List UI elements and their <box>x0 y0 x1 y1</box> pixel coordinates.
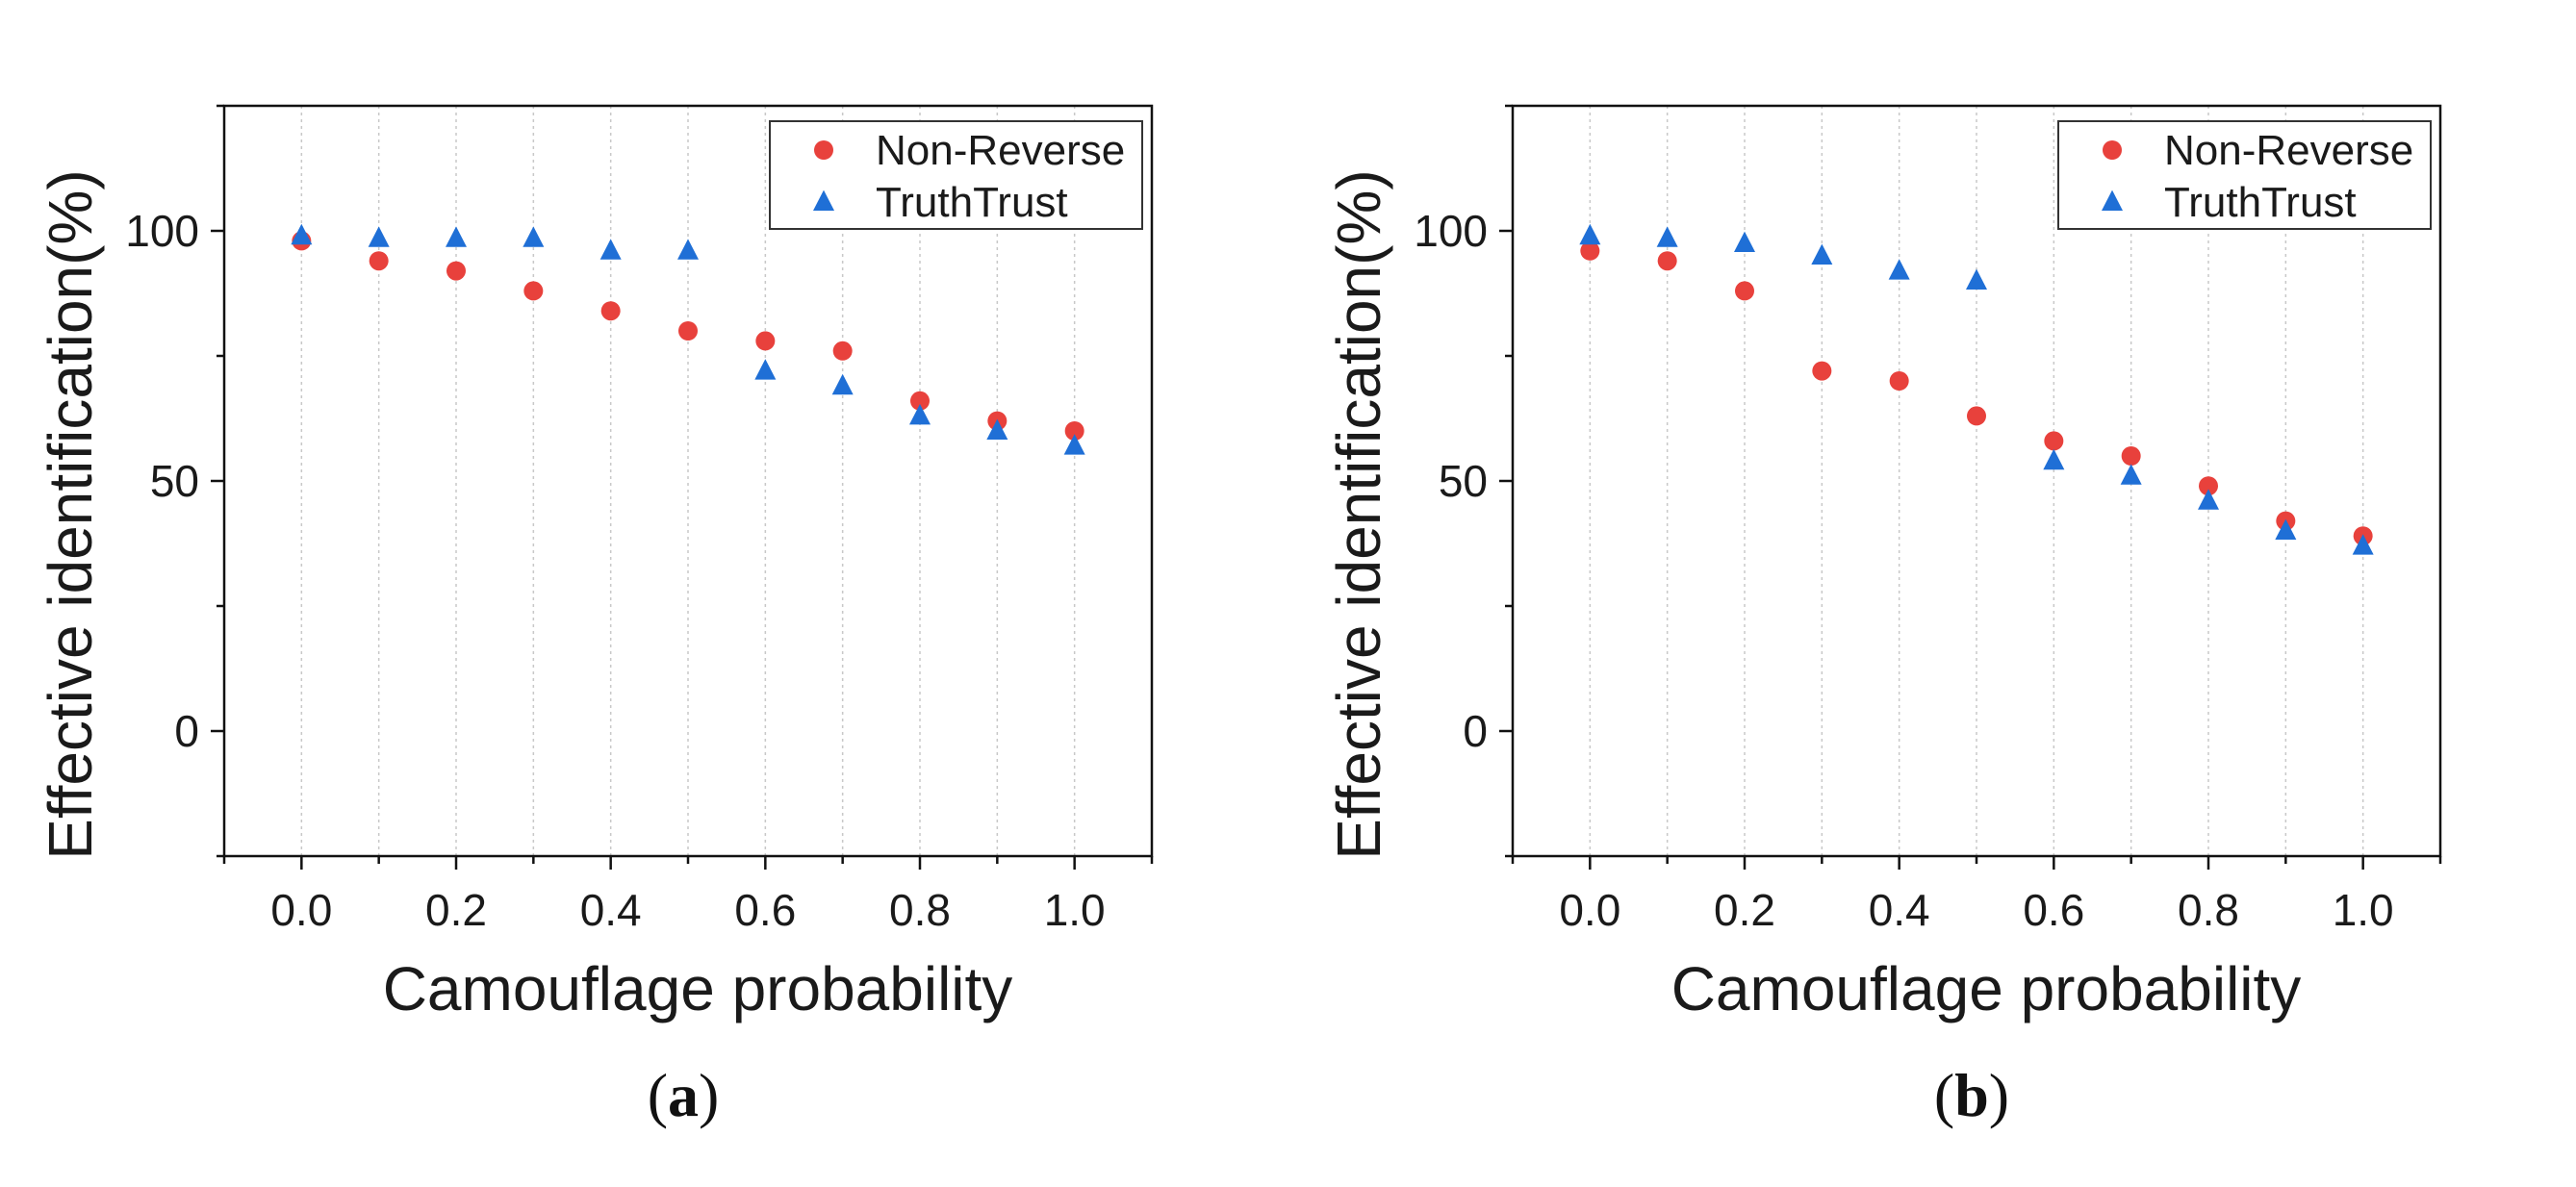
data-point <box>1812 361 1832 381</box>
x-tick-label: 0.8 <box>889 885 951 935</box>
data-point <box>1888 259 1910 280</box>
data-point <box>910 391 930 411</box>
data-point <box>368 226 390 247</box>
legend-label: TruthTrust <box>876 179 1068 226</box>
y-axis-title: Effective identification(%) <box>1324 169 1393 859</box>
data-point <box>1967 406 1986 426</box>
data-point <box>2275 518 2297 540</box>
data-point <box>1889 371 1909 391</box>
data-point <box>2198 489 2219 510</box>
x-tick-label: 0.2 <box>425 885 487 935</box>
data-point <box>600 301 621 321</box>
x-tick-label: 0.6 <box>2023 885 2084 935</box>
legend-box <box>769 120 1143 230</box>
data-point <box>446 226 467 247</box>
legend-box <box>2057 120 2432 230</box>
data-point <box>2044 431 2064 451</box>
series-truthtrust <box>1579 223 2374 555</box>
x-tick-label: 0.2 <box>1714 885 1775 935</box>
data-point <box>1656 226 1678 247</box>
x-tick-label: 1.0 <box>2333 885 2394 935</box>
y-tick-label: 100 <box>1414 206 1488 256</box>
chart-panel-a: 0.0 0.2 0.4 0.6 0.8 1.0 0 50 100 Camouflage proba… <box>36 104 1154 1129</box>
y-tick-label: 50 <box>150 456 199 506</box>
data-point <box>1734 231 1755 252</box>
data-point <box>2043 448 2065 470</box>
data-point <box>986 418 1008 440</box>
legend-marker <box>2102 189 2123 211</box>
data-point <box>754 359 777 380</box>
data-point <box>1735 281 1754 301</box>
data-point <box>832 341 853 361</box>
x-tick-label: 0.4 <box>580 885 642 935</box>
y-tick-label: 0 <box>174 706 199 756</box>
legend: Non-Reverse TruthTrust <box>769 120 1143 230</box>
x-tick-label: 0.0 <box>270 885 332 935</box>
panel-caption: (a) <box>648 1061 720 1129</box>
data-point <box>1064 421 1084 441</box>
y-tick-label: 0 <box>1463 706 1488 756</box>
x-axis-title: Camouflage probability <box>1671 954 2302 1023</box>
legend-marker <box>813 189 834 211</box>
data-point <box>2121 446 2141 466</box>
data-point <box>1657 251 1677 271</box>
data-point <box>599 239 622 260</box>
y-tick-label: 100 <box>125 206 199 256</box>
data-point <box>755 331 776 351</box>
data-point <box>2199 476 2218 496</box>
legend-label: TruthTrust <box>2164 179 2357 226</box>
panel-caption: (b) <box>1934 1061 2009 1129</box>
data-point <box>909 404 931 425</box>
y-axis-title: Effective identification(%) <box>36 169 105 859</box>
data-point <box>446 261 466 281</box>
data-point <box>1580 240 1600 261</box>
legend-label: Non-Reverse <box>876 127 1125 174</box>
data-point <box>291 223 313 245</box>
data-point <box>831 373 854 395</box>
data-point <box>677 239 699 260</box>
legend: Non-Reverse TruthTrust <box>2057 120 2432 230</box>
series-non-reverse <box>1580 240 2373 546</box>
data-point <box>2352 534 2374 555</box>
data-point <box>523 281 544 301</box>
data-point <box>678 321 698 341</box>
data-point <box>2120 464 2142 485</box>
y-tick-label: 50 <box>1439 456 1488 506</box>
x-axis-title: Camouflage probability <box>383 954 1013 1023</box>
chart-panel-b: 0.0 0.2 0.4 0.6 0.8 1.0 0 50 100 Camouflage proba… <box>1288 0 2576 1187</box>
x-tick-label: 1.0 <box>1044 885 1106 935</box>
scatter-chart-a: 0.0 0.2 0.4 0.6 0.8 1.0 0 50 100 Camouflage proba… <box>36 104 1154 1129</box>
data-point <box>1063 434 1085 455</box>
legend-marker <box>2103 140 2122 160</box>
x-tick-label: 0.6 <box>734 885 796 935</box>
series-truthtrust <box>291 223 1085 455</box>
legend-label: Non-Reverse <box>2164 127 2413 174</box>
data-point <box>523 226 545 247</box>
x-tick-label: 0.0 <box>1559 885 1620 935</box>
x-tick-label: 0.8 <box>2178 885 2239 935</box>
data-point <box>1579 223 1601 245</box>
x-tick-label: 0.4 <box>1869 885 1930 935</box>
data-point <box>369 251 389 271</box>
scatter-chart-b: 0.0 0.2 0.4 0.6 0.8 1.0 0 50 100 Camouflage proba… <box>1324 104 2442 1129</box>
data-point <box>1966 268 1987 290</box>
data-point <box>1811 243 1833 265</box>
legend-marker <box>814 140 833 160</box>
